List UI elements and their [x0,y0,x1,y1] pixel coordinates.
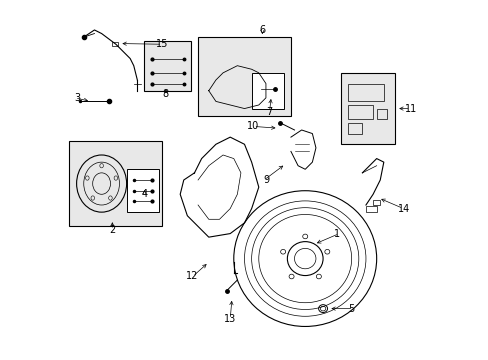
Text: 13: 13 [224,314,236,324]
Text: 9: 9 [263,175,269,185]
Bar [340,73,394,144]
Text: 6: 6 [259,25,265,35]
Bar [347,105,372,119]
Bar [112,42,118,46]
Text: 2: 2 [109,225,115,235]
Bar [198,37,290,116]
Bar [347,84,383,102]
Bar [365,206,376,212]
Bar [69,141,162,226]
Text: 10: 10 [246,121,258,131]
Text: 1: 1 [333,229,339,239]
Text: 8: 8 [163,89,169,99]
Text: 15: 15 [156,39,168,49]
Bar [126,169,159,212]
Text: 14: 14 [397,203,409,213]
Bar [251,73,283,109]
Text: 4: 4 [141,189,147,199]
Text: 11: 11 [405,104,417,113]
Text: 3: 3 [74,93,80,103]
Text: 7: 7 [266,107,272,117]
Bar [347,123,362,134]
Bar [376,109,386,119]
Bar [144,41,190,91]
Text: 5: 5 [347,303,354,314]
Bar [372,200,380,205]
Text: 12: 12 [185,271,198,282]
